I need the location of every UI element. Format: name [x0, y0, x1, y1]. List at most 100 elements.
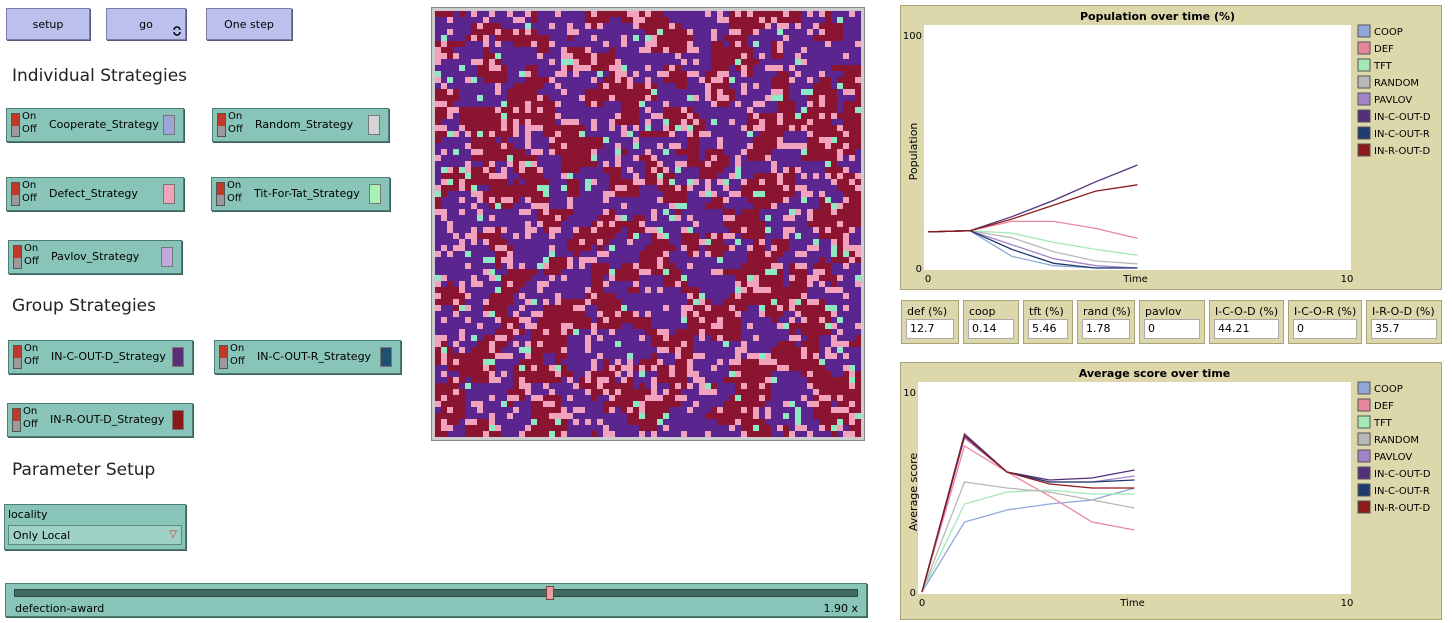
- patch: [759, 233, 765, 239]
- patch: [825, 185, 831, 191]
- patch: [459, 83, 465, 89]
- chooser[interactable]: locality Only Local ▽: [4, 504, 186, 550]
- patch: [789, 413, 795, 419]
- patch: [477, 365, 483, 371]
- patch: [555, 53, 561, 59]
- patch: [699, 89, 705, 95]
- patch: [789, 407, 795, 413]
- patch: [801, 419, 807, 425]
- switch[interactable]: On Off Tit-For-Tat_Strategy: [211, 177, 390, 211]
- patch: [477, 293, 483, 299]
- patch: [711, 95, 717, 101]
- patch: [807, 263, 813, 269]
- patch: [471, 23, 477, 29]
- switch[interactable]: On Off Pavlov_Strategy: [8, 240, 182, 274]
- patch: [759, 401, 765, 407]
- patch: [549, 233, 555, 239]
- patch: [687, 161, 693, 167]
- patch: [837, 263, 843, 269]
- patch: [723, 149, 729, 155]
- patch: [717, 89, 723, 95]
- patch: [639, 185, 645, 191]
- switch[interactable]: On Off IN-R-OUT-D_Strategy: [7, 403, 193, 437]
- patch: [447, 221, 453, 227]
- patch: [807, 125, 813, 131]
- patch: [495, 113, 501, 119]
- patch: [471, 305, 477, 311]
- patch: [789, 281, 795, 287]
- patch: [669, 77, 675, 83]
- patch: [519, 101, 525, 107]
- patch: [789, 35, 795, 41]
- patch: [825, 131, 831, 137]
- patch: [801, 413, 807, 419]
- patch: [489, 245, 495, 251]
- patch: [759, 47, 765, 53]
- patch: [711, 155, 717, 161]
- button[interactable]: go: [106, 8, 186, 40]
- patch: [681, 35, 687, 41]
- patch: [675, 275, 681, 281]
- button[interactable]: setup: [6, 8, 90, 40]
- patch: [501, 341, 507, 347]
- patch: [633, 167, 639, 173]
- switch[interactable]: On Off Defect_Strategy: [6, 177, 184, 211]
- patch: [711, 77, 717, 83]
- patch: [657, 71, 663, 77]
- patch: [579, 107, 585, 113]
- patch: [669, 245, 675, 251]
- patch: [783, 143, 789, 149]
- patch: [759, 293, 765, 299]
- patch: [801, 335, 807, 341]
- patch: [783, 251, 789, 257]
- patch: [801, 137, 807, 143]
- patch: [777, 419, 783, 425]
- patch: [771, 11, 777, 17]
- patch: [681, 305, 687, 311]
- patch: [459, 311, 465, 317]
- patch: [741, 335, 747, 341]
- patch: [615, 413, 621, 419]
- patch: [537, 53, 543, 59]
- patch: [483, 263, 489, 269]
- patch: [501, 89, 507, 95]
- patch: [525, 245, 531, 251]
- patch: [807, 113, 813, 119]
- patch: [495, 377, 501, 383]
- switch-label: IN-C-OUT-D_Strategy: [51, 350, 166, 363]
- patch: [699, 371, 705, 377]
- patch: [783, 65, 789, 71]
- patch: [723, 275, 729, 281]
- patch: [723, 299, 729, 305]
- button[interactable]: One step: [206, 8, 292, 40]
- switch[interactable]: On Off Cooperate_Strategy: [6, 108, 184, 142]
- patch: [699, 185, 705, 191]
- patch: [531, 107, 537, 113]
- patch: [681, 395, 687, 401]
- patch: [747, 47, 753, 53]
- patch: [567, 245, 573, 251]
- slider[interactable]: defection-award 1.90 x: [5, 583, 867, 617]
- patch: [699, 269, 705, 275]
- chooser-box[interactable]: Only Local ▽: [8, 525, 182, 545]
- slider-thumb[interactable]: [546, 586, 554, 600]
- patch: [549, 323, 555, 329]
- patch: [603, 17, 609, 23]
- patch: [849, 173, 855, 179]
- patch: [609, 125, 615, 131]
- patch: [597, 311, 603, 317]
- patch: [495, 131, 501, 137]
- patch: [513, 335, 519, 341]
- switch[interactable]: On Off Random_Strategy: [212, 108, 389, 142]
- patch: [837, 293, 843, 299]
- patch: [831, 161, 837, 167]
- patch: [807, 365, 813, 371]
- patch: [807, 281, 813, 287]
- patch: [711, 149, 717, 155]
- patch: [567, 395, 573, 401]
- switch[interactable]: On Off IN-C-OUT-D_Strategy: [8, 340, 193, 374]
- switch[interactable]: On Off IN-C-OUT-R_Strategy: [214, 340, 401, 374]
- patch: [825, 197, 831, 203]
- patch: [825, 275, 831, 281]
- patch: [441, 173, 447, 179]
